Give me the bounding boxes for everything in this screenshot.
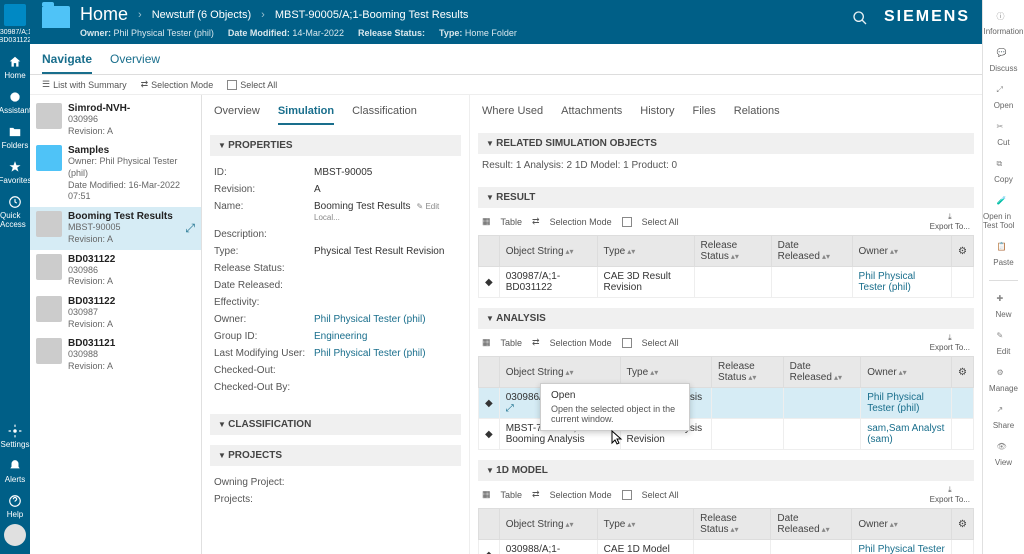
rail-quick[interactable]: Quick Access xyxy=(0,190,30,234)
breadcrumb-home[interactable]: Home xyxy=(80,4,128,25)
gear-icon[interactable]: ⚙ xyxy=(952,236,974,267)
tree-node[interactable]: BD031121030988Revision: A xyxy=(30,334,201,376)
rr-new[interactable]: ✚New xyxy=(995,291,1011,322)
right-rail: ⓘInformation 💬Discuss ⤢Open ✂Cut ⧉Copy 🧪Open … xyxy=(982,0,1024,554)
tree-node[interactable]: BD031122030987Revision: A xyxy=(30,292,201,334)
main-tabs: Navigate Overview xyxy=(30,44,982,75)
rr-open-in-test-tool[interactable]: 🧪Open in Test Tool xyxy=(983,193,1024,233)
rr-open[interactable]: ⤢Open xyxy=(994,82,1014,113)
dtab-classification[interactable]: Classification xyxy=(352,105,417,125)
table-icon[interactable]: ▦ xyxy=(482,216,491,227)
section-properties: PROPERTIES ID:MBST-90005Revision:AName:B… xyxy=(210,135,461,404)
rr-discuss[interactable]: 💬Discuss xyxy=(989,45,1017,76)
rail-alerts[interactable]: Alerts xyxy=(0,454,30,489)
thumb-icon xyxy=(36,254,62,280)
table-row[interactable]: ◆ 030988/A;1-BD031121 CAE 1D Model Revis… xyxy=(479,540,974,554)
breadcrumb-2[interactable]: MBST-90005/A;1-Booming Test Results xyxy=(275,9,469,21)
section-result: RESULT ▦Table ⇄Selection Mode Select All… xyxy=(478,187,974,298)
thumb-icon xyxy=(36,145,62,171)
breadcrumb-1[interactable]: Newstuff (6 Objects) xyxy=(152,9,251,21)
tab-navigate[interactable]: Navigate xyxy=(42,44,92,74)
folder-icon xyxy=(42,6,70,28)
tool-list[interactable]: ☰List with Summary xyxy=(42,79,127,90)
tab-overview[interactable]: Overview xyxy=(110,44,160,74)
detail-tabs-right: Where Used Attachments History Files Relatio… xyxy=(478,95,974,123)
rr-paste[interactable]: 📋Paste xyxy=(993,239,1013,270)
rr-cut[interactable]: ✂Cut xyxy=(997,119,1011,150)
rail-settings[interactable]: Settings xyxy=(0,419,30,454)
rr-copy[interactable]: ⧉Copy xyxy=(994,156,1013,187)
app-logo xyxy=(4,4,26,26)
search-icon[interactable] xyxy=(852,10,868,26)
thumb-icon xyxy=(36,103,62,129)
dtab-relations[interactable]: Relations xyxy=(734,105,780,123)
nav-rail: 030987/A;1-BD031122 Home Assistant Folde… xyxy=(0,0,30,554)
rail-id: 030987/A;1-BD031122 xyxy=(0,29,34,44)
dtab-overview[interactable]: Overview xyxy=(214,105,260,125)
rr-view[interactable]: 👁View xyxy=(995,439,1012,470)
dtab-where-used[interactable]: Where Used xyxy=(482,105,543,123)
detail-left: Overview Simulation Classification PROPERT… xyxy=(202,95,470,554)
dtab-simulation[interactable]: Simulation xyxy=(278,105,334,125)
rr-information[interactable]: ⓘInformation xyxy=(983,8,1023,39)
thumb-icon xyxy=(36,211,62,237)
rail-folders[interactable]: Folders xyxy=(0,120,30,155)
tree-node[interactable]: Booming Test ResultsMBST-90005Revision: … xyxy=(30,207,201,249)
export-button[interactable]: ⤓Export To... xyxy=(930,333,970,352)
tree-node[interactable]: Simrod-NVH-030996Revision: A xyxy=(30,99,201,141)
rail-help[interactable]: Help xyxy=(0,489,30,524)
rr-edit[interactable]: ✎Edit xyxy=(997,328,1011,359)
dtab-files[interactable]: Files xyxy=(693,105,716,123)
rr-manage[interactable]: ⚙Manage xyxy=(989,365,1018,396)
gear-icon[interactable]: ⚙ xyxy=(952,357,974,388)
tool-selectall[interactable]: Select All xyxy=(227,80,277,90)
tool-selmode[interactable]: ⇄Selection Mode xyxy=(141,79,214,90)
rr-share[interactable]: ↗Share xyxy=(993,402,1014,433)
data-table: Object String▴▾ Type▴▾ Release Status▴▾ … xyxy=(478,235,974,298)
data-table: Object String▴▾ Type▴▾ Release Status▴▾ … xyxy=(478,508,974,554)
detail-right: Where Used Attachments History Files Relatio… xyxy=(470,95,982,554)
rail-assistant[interactable]: Assistant xyxy=(0,85,30,120)
tree-node[interactable]: SamplesOwner: Phil Physical Tester (phil… xyxy=(30,141,201,207)
header: Home › Newstuff (6 Objects) › MBST-90005… xyxy=(30,0,982,44)
table-icon[interactable]: ▦ xyxy=(482,337,491,348)
section-projects: PROJECTS Owning Project: Projects: xyxy=(210,445,461,516)
table-row[interactable]: ◆ 030987/A;1-BD031122 CAE 3D Result Revi… xyxy=(479,267,974,298)
table-icon[interactable]: ▦ xyxy=(482,489,491,500)
export-button[interactable]: ⤓Export To... xyxy=(930,212,970,231)
open-icon[interactable]: ⤢ xyxy=(185,221,195,236)
tooltip-open: Open Open the selected object in the cur… xyxy=(540,383,690,431)
user-avatar[interactable] xyxy=(4,524,26,546)
thumb-icon xyxy=(36,296,62,322)
section-1dmodel: 1D MODEL ▦Table ⇄Selection Mode Select A… xyxy=(478,460,974,554)
brand-logo: SIEMENS xyxy=(884,8,970,26)
section-classification: CLASSIFICATION xyxy=(210,414,461,435)
export-button[interactable]: ⤓Export To... xyxy=(930,485,970,504)
gear-icon[interactable]: ⚙ xyxy=(952,509,974,540)
dtab-history[interactable]: History xyxy=(640,105,674,123)
detail-tabs: Overview Simulation Classification xyxy=(210,95,461,125)
dtab-attachments[interactable]: Attachments xyxy=(561,105,622,123)
section-related: RELATED SIMULATION OBJECTS Result: 1 Ana… xyxy=(478,133,974,177)
rail-home[interactable]: Home xyxy=(0,50,30,85)
rail-favorites[interactable]: Favorites xyxy=(0,155,30,190)
nav-toolbar: ☰List with Summary ⇄Selection Mode Selec… xyxy=(30,75,982,95)
tree-node[interactable]: BD031122030986Revision: A xyxy=(30,250,201,292)
thumb-icon xyxy=(36,338,62,364)
object-tree: Simrod-NVH-030996Revision: A SamplesOwne… xyxy=(30,95,202,554)
